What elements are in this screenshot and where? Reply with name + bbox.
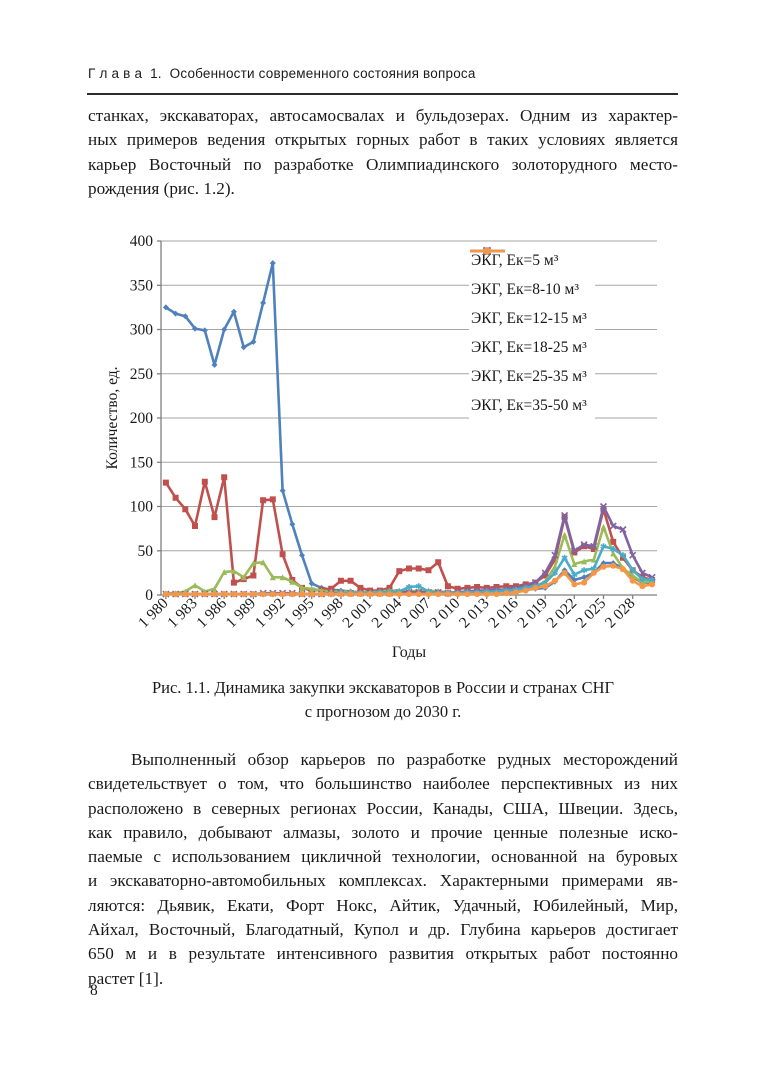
x-tick-label: 2 025: [573, 595, 610, 632]
text-line: Айхал, Восточный, Благодатный, Купол и д…: [88, 920, 678, 940]
y-tick-label: 150: [130, 454, 154, 471]
text-line: и экскаваторно-автомобильных комплексах.…: [88, 871, 678, 891]
paragraph-overview: Выполненный обзор карьеров по разработке…: [88, 748, 678, 991]
x-tick-label: 1 989: [223, 595, 260, 632]
legend-item-3: ЭКГ, Ек=18-25 м³: [470, 246, 587, 362]
legend-item-1: ЭКГ, Ек=8-10 м³: [470, 247, 587, 304]
legend-label: ЭКГ, Ек=18-25 м³: [471, 338, 587, 356]
text-line: свидетельствует о том, что большинство н…: [88, 774, 678, 794]
line-chart-figure-1-1: 0 50 100 150 200 250 300 350 400 1 980 1 983 1 986 1…: [98, 232, 710, 672]
legend-label: ЭКГ, Ек=5 м³: [471, 251, 559, 269]
legend-label: ЭКГ, Ек=35-50 м³: [471, 396, 587, 414]
text-line: паемые с использованием цикличной технол…: [88, 847, 678, 867]
x-tick-label: 1 980: [135, 595, 172, 632]
y-tick-label: 400: [130, 233, 154, 250]
x-tick-label: 2 010: [427, 595, 464, 632]
figure-caption: Рис. 1.1. Динамика закупки экскаваторов …: [88, 676, 678, 724]
legend-label: ЭКГ, Ек=8-10 м³: [471, 280, 580, 298]
x-tick-label: 2 013: [456, 595, 493, 632]
y-tick-label: 200: [130, 410, 154, 427]
y-tick-label: 300: [130, 322, 154, 339]
legend-item-2: ЭКГ, Ек=12-15 м³: [470, 247, 587, 333]
x-tick-label: 1 995: [281, 595, 318, 632]
x-tick-label: 2 022: [543, 595, 580, 632]
x-tick-label: 2 028: [602, 595, 639, 632]
x-tick-label: 2 019: [514, 595, 551, 632]
x-tick-label: 2 007: [398, 595, 435, 632]
text-line: Рис. 1.1. Динамика закупки экскаваторов …: [151, 678, 615, 697]
x-tick-label: 1 992: [252, 595, 289, 632]
text-line: Выполненный обзор карьеров по разработке…: [131, 750, 678, 769]
text-line: расположено в северных регионах России, …: [88, 798, 678, 818]
chapter-header: Г л а в а 1. Особенности современного со…: [88, 66, 476, 81]
text-line: станках, экскаваторах, автосамосвалах и …: [88, 106, 678, 125]
chart-legend: ЭКГ, Ек=5 м³ ЭКГ, Ек=8-10 м³ ЭКГ, Ек=12-15…: [469, 245, 595, 421]
y-axis-title: Количество, ед.: [104, 366, 121, 469]
x-tick-label: 1 998: [310, 595, 347, 632]
legend-label: ЭКГ, Ек=25-35 м³: [471, 367, 587, 385]
x-tick-label: 2 001: [339, 595, 376, 632]
x-tick-label: 1 983: [164, 595, 201, 632]
y-tick-label: 0: [145, 587, 153, 604]
text-line: ных примеров ведения открытых горных раб…: [88, 130, 678, 150]
text-line: растет [1].: [88, 968, 164, 988]
legend-marker-icon: [470, 247, 505, 255]
series-markers-1: [162, 474, 656, 594]
series-markers-5: [162, 562, 656, 598]
text-line: 650 м и в результате интенсивного развит…: [88, 944, 678, 964]
legend-item-5: ЭКГ, Ек=35-50 м³: [470, 247, 587, 420]
paragraph-intro: станках, экскаваторах, автосамосвалах и …: [88, 104, 678, 201]
text-line: карьер Восточный по разработке Олимпиади…: [88, 154, 678, 174]
text-line: с прогнозом до 2030 г.: [304, 702, 462, 721]
header-rule: [87, 93, 678, 95]
x-tick-label: 2 004: [368, 595, 405, 632]
y-tick-label: 100: [130, 499, 154, 516]
page-number: 8: [90, 982, 98, 999]
y-tick-label: 250: [130, 366, 154, 383]
x-axis-title: Годы: [392, 644, 427, 661]
x-tick-label: 1 986: [193, 595, 230, 632]
y-tick-label: 50: [138, 543, 154, 560]
text-line: ляются: Дьявик, Екати, Форт Нокс, Айтик,…: [88, 895, 678, 915]
text-line: как правило, добывают алмазы, золото и п…: [88, 822, 678, 842]
legend-item-4: ЭКГ, Ек=25-35 м³: [470, 247, 587, 391]
x-tick-label: 2 016: [485, 595, 522, 632]
text-line: рождения (рис. 1.2).: [88, 178, 235, 198]
y-tick-label: 350: [130, 277, 154, 294]
legend-label: ЭКГ, Ек=12-15 м³: [471, 309, 587, 327]
